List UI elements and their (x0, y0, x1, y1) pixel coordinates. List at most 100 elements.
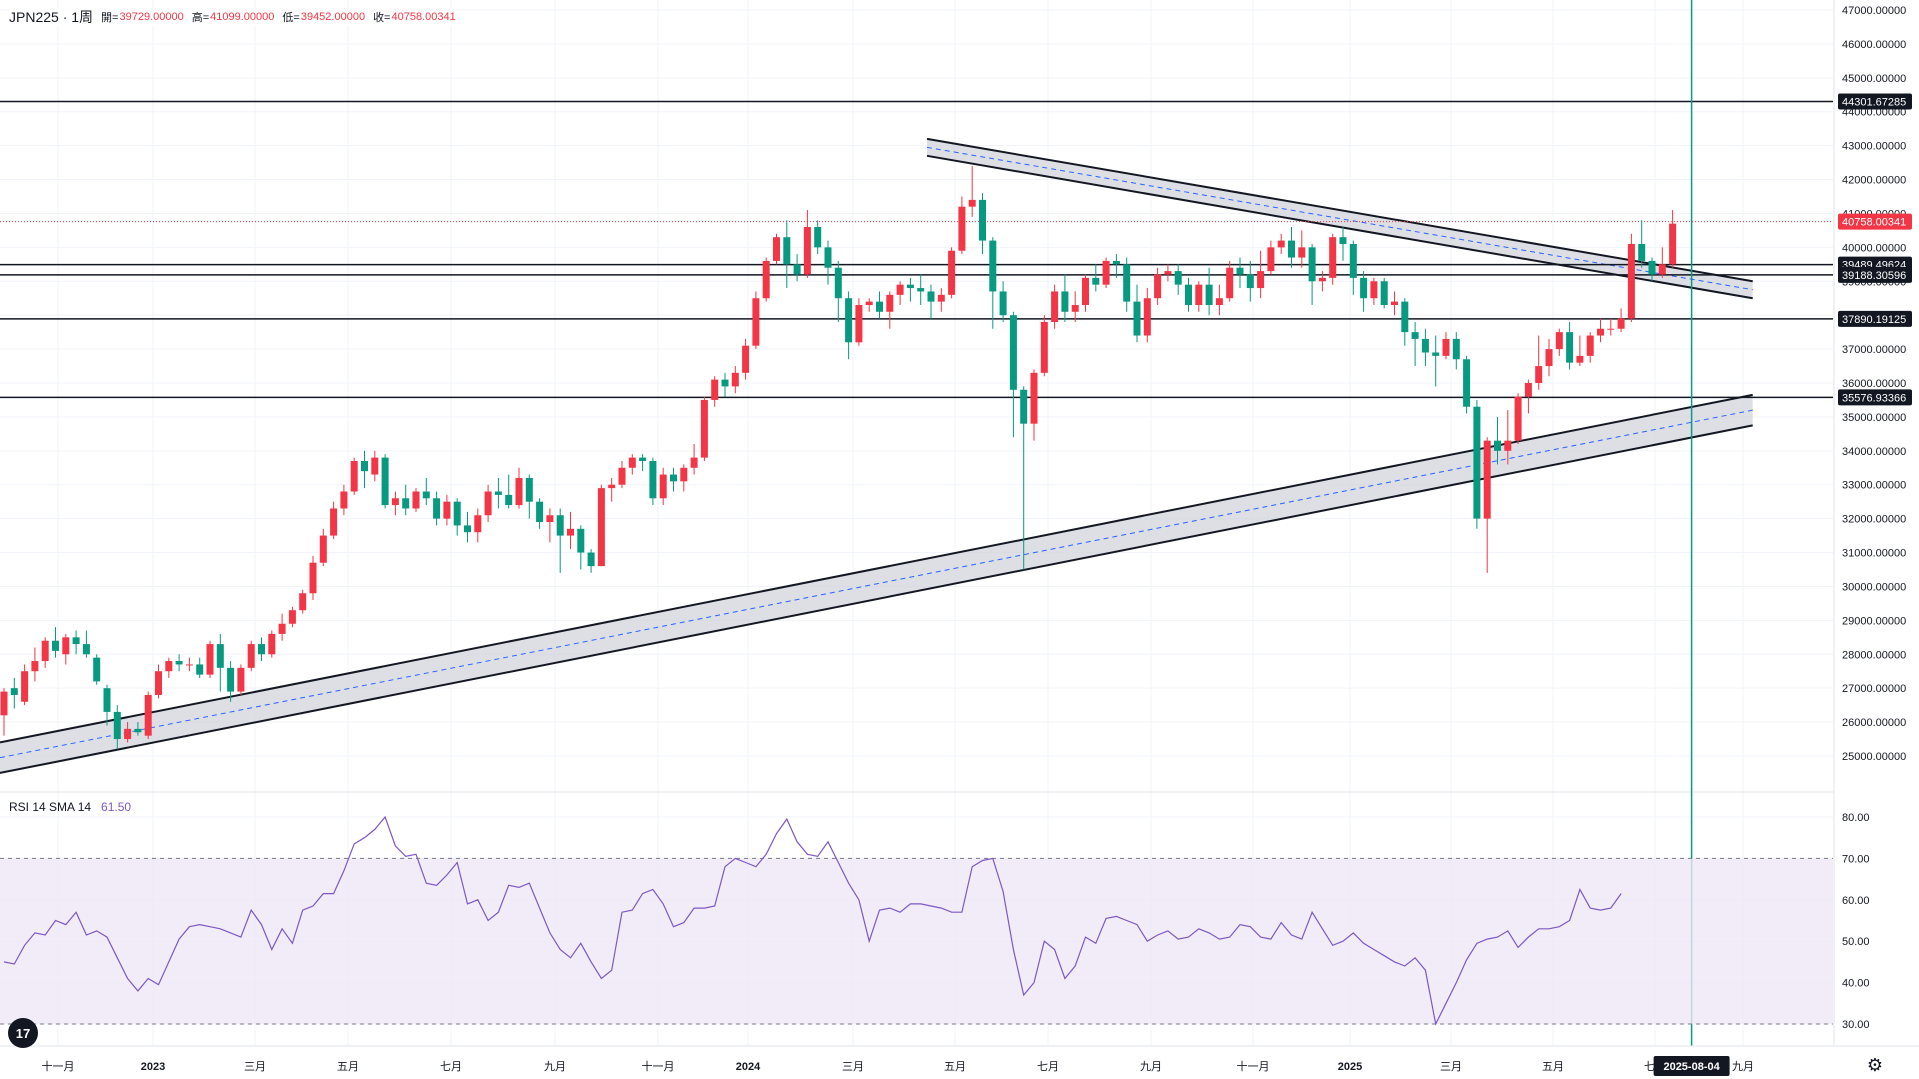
candle-body (659, 474, 667, 499)
time-axis-tick-label: 三月 (244, 1061, 266, 1073)
candle-body (319, 535, 327, 563)
candle-body (1267, 247, 1275, 272)
candle-body (1298, 247, 1306, 258)
level-price-tag (1838, 310, 1912, 327)
candle-body (1236, 267, 1244, 275)
candle-body (628, 457, 636, 468)
candle-body (927, 291, 935, 302)
candle-body (350, 460, 358, 492)
candle-body (62, 637, 70, 655)
candle-body (649, 460, 657, 499)
rsi-axis-tick-label: 40.00 (1842, 978, 1870, 990)
symbol-title[interactable]: JPN225 · 1周 (9, 9, 94, 25)
candle-body (1535, 366, 1543, 383)
price-axis-tick-label: 33000.00000 (1842, 480, 1906, 492)
candle-body (72, 637, 80, 645)
candle-body (1576, 355, 1584, 363)
candle-body (1174, 271, 1182, 285)
candle-body (309, 562, 317, 594)
candle-body (783, 237, 791, 265)
price-axis-tick-label: 28000.00000 (1842, 649, 1906, 661)
candle-body (1607, 328, 1615, 330)
candle-body (937, 294, 945, 302)
time-axis-tick-label: 七月 (440, 1060, 462, 1073)
candle-body (1215, 298, 1223, 306)
candle-body (793, 264, 801, 275)
candle-body (567, 528, 574, 536)
time-axis-tick-label: 十一月 (642, 1059, 675, 1073)
time-axis-tick-label: 三月 (842, 1061, 864, 1073)
candle-body (1112, 260, 1120, 265)
gear-icon[interactable]: ⚙ (1866, 1055, 1884, 1075)
candle-body (577, 528, 585, 553)
close-label: 收= (373, 12, 391, 24)
level-price-label: 37890.19125 (1842, 314, 1906, 326)
price-axis-tick-label: 25000.00000 (1842, 751, 1906, 763)
close-value: 40758.00341 (391, 11, 456, 23)
falling-channel-upper (926, 137, 1753, 283)
rising-channel-median (0, 409, 1753, 759)
rsi-title[interactable]: RSI 14 SMA 14 (9, 800, 92, 814)
candle-body (1669, 223, 1677, 265)
price-axis-tick-label: 29000.00000 (1842, 615, 1906, 627)
high-value: 41099.00000 (210, 11, 275, 23)
candle-body (742, 345, 750, 373)
candle-body (412, 491, 420, 509)
time-axis-tick-label: 2025 (1338, 1061, 1362, 1073)
candle-body (21, 671, 29, 702)
candle-body (989, 240, 997, 292)
candle-body (361, 460, 368, 472)
candle-body (1288, 240, 1295, 258)
time-axis-background (0, 1046, 1919, 1079)
time-axis-tick-label: 五月 (1542, 1061, 1564, 1073)
candle-body (1040, 321, 1048, 373)
candle-body (608, 484, 616, 489)
candle-body (917, 288, 925, 292)
price-axis-tick-label: 44000.00000 (1842, 107, 1906, 119)
price-axis-tick-label: 45000.00000 (1842, 73, 1906, 85)
candle-body (1380, 281, 1388, 306)
level-price-label: 35576.93366 (1842, 392, 1906, 404)
candle-body (1432, 352, 1440, 356)
candle-body (948, 250, 956, 295)
candle-body (1226, 267, 1234, 299)
candle-body (1082, 277, 1089, 306)
candle-body (1627, 243, 1635, 319)
candle-body (299, 593, 307, 611)
candle-body (1164, 271, 1172, 275)
candle-body (1463, 359, 1471, 407)
candle-body (124, 728, 132, 740)
level-price-tag (1838, 266, 1912, 283)
candle-body (690, 457, 698, 468)
candle-body (525, 477, 533, 502)
rsi-axis-tick-label: 30.00 (1842, 1019, 1870, 1031)
level-price-label: 44301.67285 (1842, 96, 1906, 108)
candle-body (906, 284, 914, 289)
last-price-label: 40758.00341 (1842, 217, 1906, 229)
candle-body (1102, 260, 1110, 285)
candle-body (999, 291, 1007, 316)
time-axis-tick-label: 十一月 (42, 1059, 75, 1073)
candle-body (237, 667, 245, 692)
candle-body (134, 728, 142, 733)
candle-body (0, 691, 8, 716)
candle-body (165, 661, 173, 672)
rising-channel-lower (0, 424, 1753, 774)
candle-body (278, 623, 286, 634)
candle-body (1195, 284, 1203, 306)
time-axis-tick-label: 九月 (544, 1060, 566, 1073)
rsi-value: 61.50 (101, 800, 132, 814)
candle-body (762, 260, 770, 299)
candle-body (1586, 335, 1594, 356)
time-axis-tick-label: 2023 (141, 1061, 165, 1073)
tradingview-logo-icon[interactable]: 17 (8, 1018, 38, 1048)
candle-body (340, 491, 348, 509)
price-axis-background (1834, 0, 1919, 1079)
candle-body (546, 515, 554, 523)
candle-body (330, 508, 338, 536)
high-label: 高= (191, 12, 210, 24)
candle-body (175, 661, 183, 665)
candle-body (1483, 440, 1491, 519)
candle-body (670, 474, 677, 482)
